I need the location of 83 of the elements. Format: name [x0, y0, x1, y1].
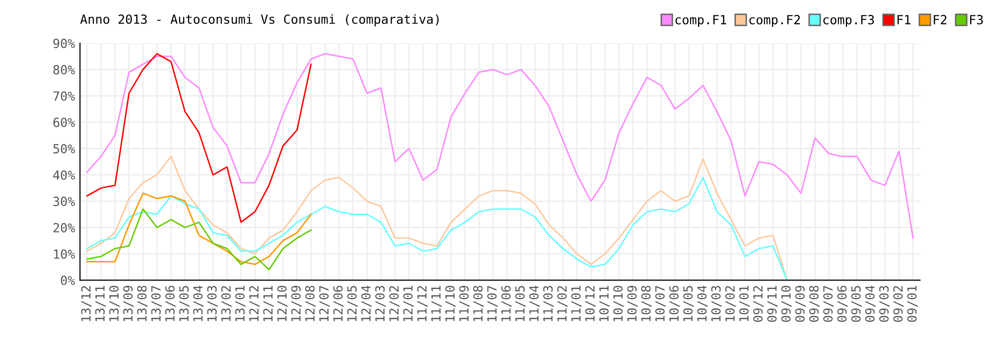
x-tick-label: 12/09: [291, 286, 302, 322]
x-tick-label: 09/03: [879, 286, 890, 322]
x-tick-label: 10/12: [585, 286, 596, 322]
x-tick-label: 12/08: [305, 286, 316, 322]
x-tick-label: 10/06: [669, 286, 680, 322]
x-tick-label: 12/11: [263, 286, 274, 322]
x-tick-label: 12/10: [277, 286, 288, 322]
x-tick-label: 13/06: [165, 286, 176, 322]
x-tick-label: 11/03: [543, 286, 554, 322]
y-tick-label: 10%: [54, 249, 75, 259]
x-tick-label: 12/01: [403, 286, 414, 322]
x-tick-label: 10/10: [613, 286, 624, 322]
x-tick-label: 13/03: [207, 286, 218, 322]
legend-label: F3: [970, 14, 983, 24]
x-tick-label: 12/07: [319, 286, 330, 322]
y-tick-label: 70%: [53, 91, 75, 101]
x-tick-label: 13/12: [81, 286, 92, 322]
x-tick-label: 12/12: [249, 286, 260, 322]
chart-title: Anno 2013 - Autoconsumi Vs Consumi (comparativa): [80, 14, 439, 26]
x-tick-label: 13/07: [151, 286, 162, 322]
y-tick-label: 60%: [53, 118, 75, 128]
x-tick-label: 11/09: [459, 286, 470, 322]
x-tick-label: 09/11: [767, 286, 778, 322]
y-tick-label: 80%: [53, 65, 75, 74]
x-tick-label: 10/02: [725, 286, 736, 322]
x-tick-label: 13/01: [235, 286, 246, 322]
x-tick-label: 09/02: [893, 286, 904, 322]
x-tick-label: 12/06: [333, 286, 344, 322]
x-tick-label: 11/05: [515, 286, 526, 322]
x-tick-label: 13/08: [137, 286, 148, 322]
x-tick-label: 09/04: [865, 286, 876, 322]
line-series: [86, 208, 312, 270]
x-tick-label: 09/12: [753, 286, 764, 322]
x-tick-label: 10/11: [599, 286, 610, 322]
x-tick-label: 11/08: [473, 286, 484, 322]
x-tick-label: 11/01: [571, 286, 582, 322]
line-series: [86, 53, 914, 239]
x-tick-label: 10/05: [683, 286, 694, 322]
x-tick-label: 13/09: [123, 286, 134, 322]
legend-label: comp.F2: [749, 14, 800, 27]
x-tick-label: 09/07: [823, 286, 834, 322]
x-tick-label: 11/07: [487, 286, 498, 322]
x-tick-label: 09/08: [809, 286, 820, 322]
x-tick-label: 09/05: [851, 286, 862, 322]
x-tick-label: 13/10: [109, 286, 120, 322]
x-tick-label: 10/09: [627, 286, 638, 322]
x-tick-label: 10/07: [655, 286, 666, 322]
x-tick-label: 12/03: [375, 286, 386, 322]
y-tick-label: 0%: [60, 276, 75, 286]
x-tick-label: 10/04: [697, 286, 708, 322]
x-tick-label: 13/02: [221, 286, 232, 322]
x-tick-label: 13/11: [95, 286, 106, 322]
y-tick-label: 40%: [53, 170, 75, 180]
line-series: [86, 156, 788, 280]
x-tick-label: 11/06: [501, 286, 512, 322]
y-tick-label: 50%: [53, 144, 75, 154]
x-tick-label: 10/03: [711, 286, 722, 322]
x-tick-label: 11/11: [431, 286, 442, 322]
legend-label: comp.F3: [823, 14, 874, 27]
x-tick-label: 09/09: [795, 286, 806, 322]
x-tick-label: 12/05: [347, 286, 358, 322]
x-tick-label: 13/05: [179, 286, 190, 322]
x-tick-label: 11/04: [529, 286, 540, 322]
x-tick-label: 10/01: [739, 286, 750, 322]
line-series: [86, 176, 788, 280]
line-series: [86, 192, 312, 266]
x-tick-label: 10/08: [641, 286, 652, 322]
x-tick-label: 11/02: [557, 286, 568, 322]
x-tick-label: 09/06: [837, 286, 848, 322]
line-series: [86, 53, 312, 223]
x-tick-label: 12/02: [389, 286, 400, 322]
legend-label: comp.F1: [676, 15, 726, 27]
x-tick-label: 11/10: [445, 286, 456, 322]
x-tick-label: 11/12: [417, 286, 428, 322]
legend-label: F1: [898, 15, 910, 24]
x-tick-label: 09/10: [781, 286, 792, 322]
y-tick-label: 30%: [53, 196, 75, 206]
y-tick-label: 90%: [53, 38, 75, 48]
x-tick-label: 13/04: [193, 286, 204, 322]
legend-label: F2: [934, 14, 946, 24]
y-tick-label: 20%: [53, 223, 75, 232]
x-tick-label: 12/04: [361, 286, 372, 322]
x-tick-label: 09/01: [907, 286, 918, 322]
